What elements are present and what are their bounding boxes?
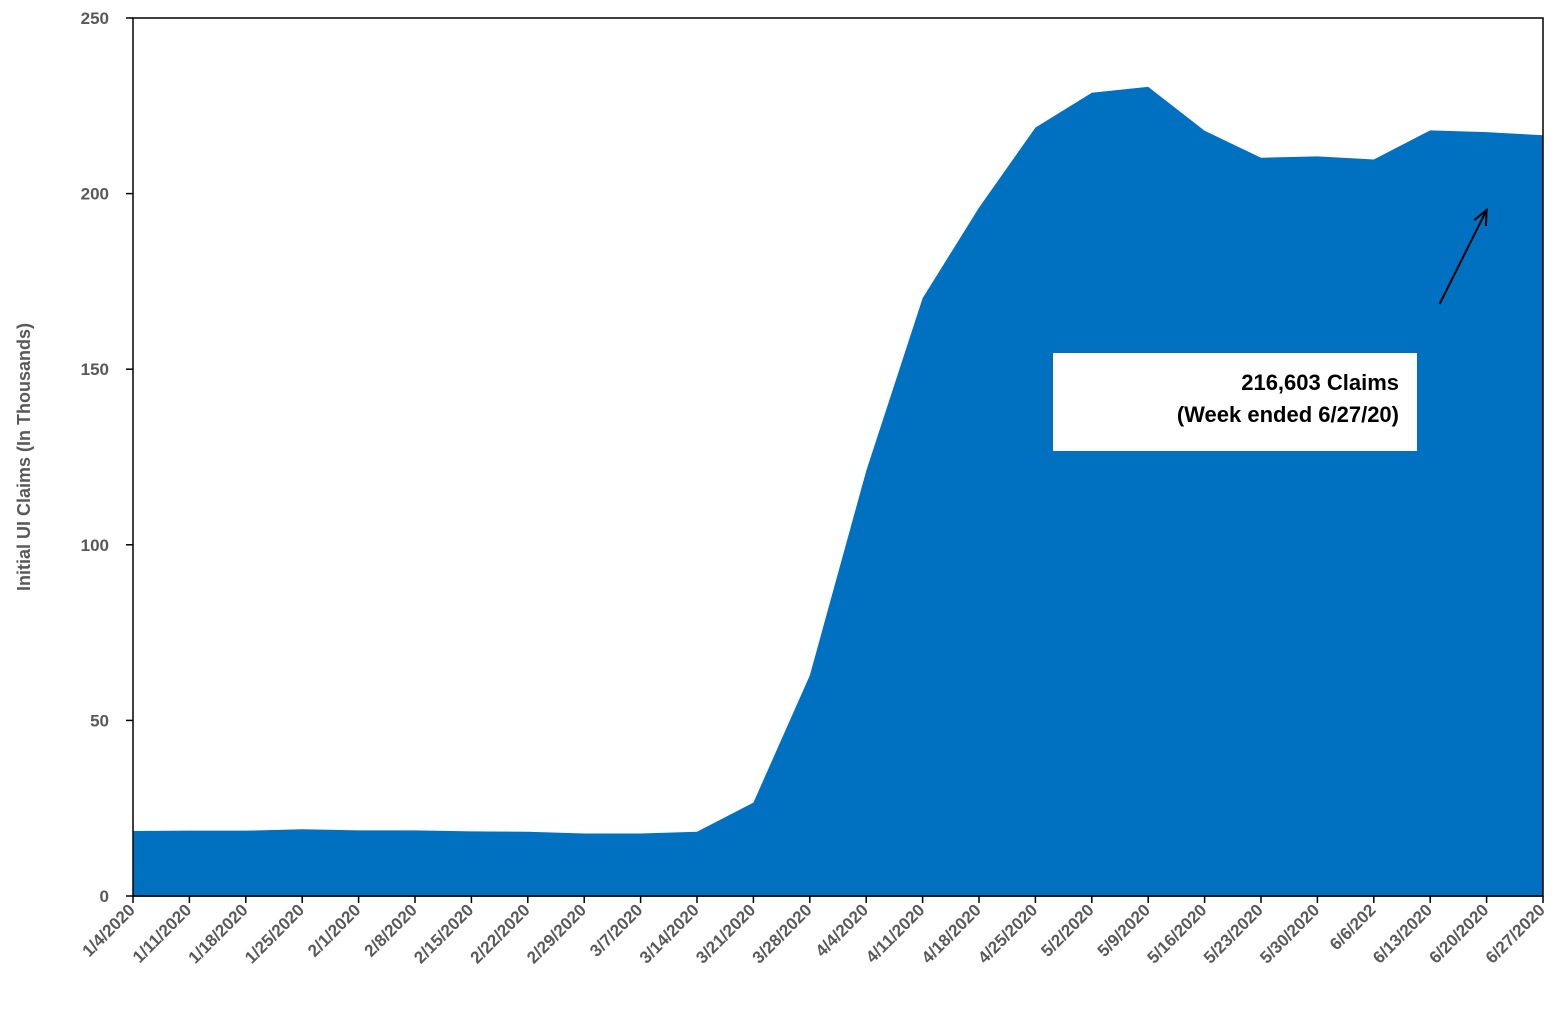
y-tick-label: 200 (81, 185, 109, 204)
x-tick-label: 6/13/2020 (1369, 900, 1436, 967)
x-tick-label: 6/20/2020 (1426, 900, 1493, 967)
x-tick-label: 3/14/2020 (636, 900, 703, 967)
axes-layer (132, 17, 1544, 897)
y-tick-label: 100 (81, 536, 109, 555)
annotation-arrow (1438, 207, 1488, 305)
x-tick-label: 5/2/2020 (1037, 900, 1097, 960)
x-axis-ticks: 1/4/20201/11/20201/18/20201/25/20202/1/2… (79, 896, 1549, 967)
x-tick-label: 2/15/2020 (410, 900, 477, 967)
area-series-0 (133, 86, 1543, 897)
y-tick-label: 150 (81, 360, 109, 379)
y-axis-ticks: 0 50 100 150 200 250 (81, 9, 133, 906)
area-layer (132, 86, 1544, 897)
x-tick-label: 1/18/2020 (185, 900, 252, 967)
y-tick-label: 50 (90, 711, 109, 730)
x-tick-label: 3/28/2020 (749, 900, 816, 967)
y-tick-label: 250 (81, 9, 109, 28)
x-tick-label: 4/18/2020 (918, 900, 985, 967)
x-tick-label: 2/29/2020 (523, 900, 590, 967)
x-tick-label: 6/27/2020 (1482, 900, 1549, 967)
x-tick-label: 5/23/2020 (1200, 900, 1267, 967)
claims-callout: 216,603 Claims (Week ended 6/27/20) (1053, 353, 1417, 451)
x-tick-label: 1/25/2020 (241, 900, 308, 967)
x-tick-label: 3/21/2020 (692, 900, 759, 967)
y-axis-title: Initial UI Claims (In Thousands) (14, 323, 34, 591)
x-tick-label: 1/11/2020 (129, 900, 195, 966)
x-tick-label: 5/16/2020 (1144, 900, 1211, 967)
callout-line-2: (Week ended 6/27/20) (1176, 402, 1399, 427)
x-tick-label: 2/1/2020 (304, 900, 364, 960)
x-tick-label: 4/11/2020 (862, 900, 928, 966)
x-tick-label: 4/25/2020 (974, 900, 1041, 967)
arrow-head (1473, 207, 1488, 227)
y-tick-label: 0 (100, 887, 109, 906)
x-tick-label: 6/6/202 (1326, 900, 1380, 954)
callout-line-1: 216,603 Claims (1241, 370, 1399, 395)
arrow-shaft (1438, 209, 1488, 305)
x-tick-label: 2/22/2020 (467, 900, 534, 967)
x-tick-label: 5/30/2020 (1256, 900, 1323, 967)
